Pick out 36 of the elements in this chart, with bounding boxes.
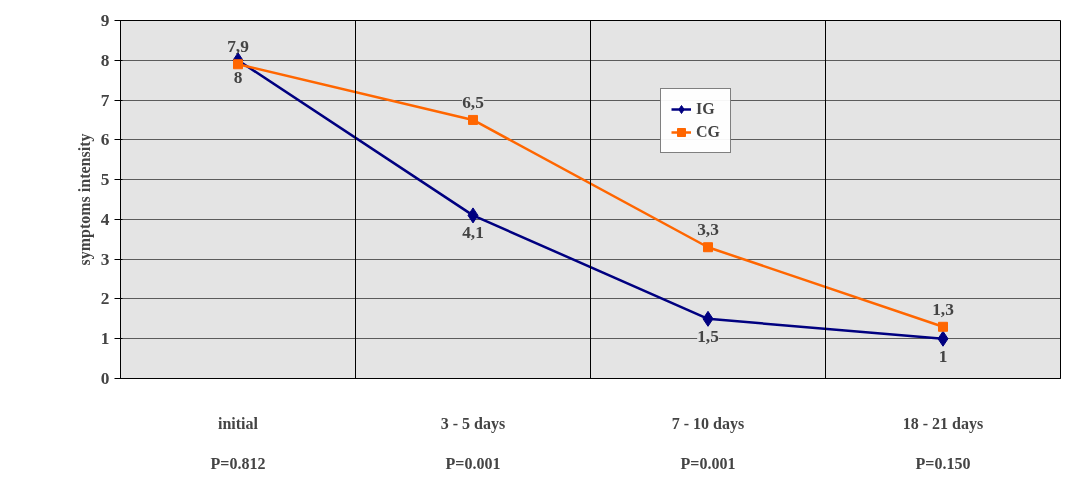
y-tick-label: 3 — [100, 249, 110, 269]
point — [233, 59, 243, 70]
point — [938, 321, 948, 332]
data-label: 8 — [233, 68, 243, 88]
y-tick-label: 9 — [100, 11, 110, 30]
y-tick-label: 7 — [100, 90, 110, 110]
x-tick-label: 18 - 21 days — [902, 414, 984, 433]
data-label: 1 — [938, 346, 948, 366]
y-tick-label: 2 — [100, 289, 110, 309]
text: P=0.812 — [210, 454, 266, 472]
text: P=0.150 — [915, 454, 971, 472]
text: P=0.001 — [445, 454, 501, 472]
point — [468, 114, 478, 125]
y-tick-label: 8 — [100, 50, 110, 70]
data-label: 1,5 — [697, 326, 720, 346]
point — [937, 330, 949, 347]
legend-label: CG — [696, 123, 720, 141]
y-tick-label: 1 — [100, 329, 110, 349]
x-tick-label: 3 - 5 days — [440, 414, 506, 433]
point — [702, 310, 714, 327]
y-axis-title: symptoms intensity — [75, 133, 94, 266]
data-label: 6,5 — [462, 92, 485, 112]
point — [467, 207, 479, 224]
y-tick-label: 0 — [100, 369, 110, 388]
x-tick-label: initial — [218, 414, 259, 432]
x-tick-label: 7 - 10 days — [671, 414, 745, 433]
data-label: 7,9 — [227, 37, 250, 57]
text: P=0.001 — [680, 454, 736, 472]
y-tick-label: 6 — [100, 130, 110, 150]
data-label: 3,3 — [697, 220, 720, 240]
y-tick-label: 5 — [100, 170, 110, 190]
legend-label: IG — [696, 100, 716, 118]
point — [703, 242, 713, 253]
data-label: 1,3 — [932, 299, 955, 319]
y-tick-label: 4 — [100, 209, 110, 229]
data-label: 4,1 — [462, 223, 484, 243]
